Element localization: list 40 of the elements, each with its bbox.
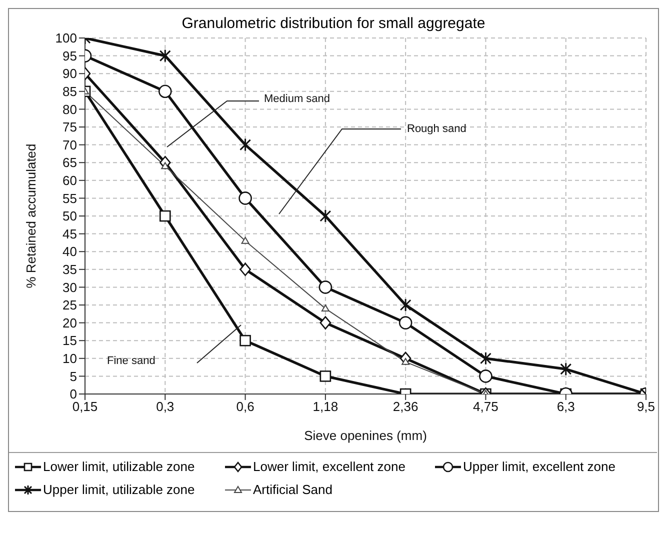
y-tick-label: 85 — [62, 84, 77, 100]
x-tick-label: 1,18 — [312, 399, 338, 414]
chart-title: Granulometric distribution for small aggregate — [180, 15, 486, 32]
legend-label: Lower limit, excellent zone — [253, 459, 406, 474]
y-tick-label: 95 — [62, 48, 77, 64]
y-tick-label: 70 — [62, 137, 77, 152]
y-tick-label: 25 — [62, 298, 77, 313]
annotation: Medium sand — [264, 93, 330, 105]
y-tick-label: 60 — [62, 173, 77, 188]
x-tick-label: 2,36 — [392, 399, 418, 414]
annotation: Rough sand — [407, 123, 466, 135]
x-axis-title: Sieve openines (mm) — [304, 428, 427, 443]
legend-label: Lower limit, utilizable zone — [43, 459, 195, 474]
x-tick-label: 0,15 — [72, 399, 98, 414]
y-axis-title: % Retained accumulated — [24, 144, 39, 288]
x-tick-label: 9,5 — [636, 399, 656, 414]
y-tick-label: 30 — [62, 280, 77, 295]
y-tick-label: 75 — [62, 120, 77, 135]
y-tick-label: 35 — [62, 262, 77, 278]
x-tick-label: 0,6 — [236, 399, 254, 414]
y-tick-label: 90 — [62, 66, 77, 82]
y-tick-label: 15 — [62, 333, 77, 348]
x-tick-label: 6,3 — [556, 399, 575, 414]
y-tick-label: 55 — [62, 190, 77, 206]
x-tick-label: 0,3 — [156, 399, 174, 414]
annotation: Fine sand — [107, 355, 156, 367]
y-tick-label: 5 — [70, 368, 77, 384]
x-tick-label: 4,75 — [473, 399, 498, 414]
y-tick-label: 50 — [62, 208, 77, 224]
legend-label: Upper limit, utilizable zone — [43, 482, 195, 497]
y-tick-label: 80 — [62, 102, 77, 117]
y-tick-label: 40 — [62, 244, 77, 260]
y-tick-label: 100 — [55, 30, 77, 46]
y-tick-label: 0 — [70, 386, 77, 402]
y-tick-label: 20 — [62, 315, 77, 330]
legend-label: Artificial Sand — [253, 482, 332, 497]
y-tick-label: 65 — [62, 155, 77, 170]
y-tick-label: 10 — [62, 351, 77, 366]
legend-label: Upper limit, excellent zone — [463, 459, 616, 474]
y-tick-label: 45 — [62, 226, 77, 242]
